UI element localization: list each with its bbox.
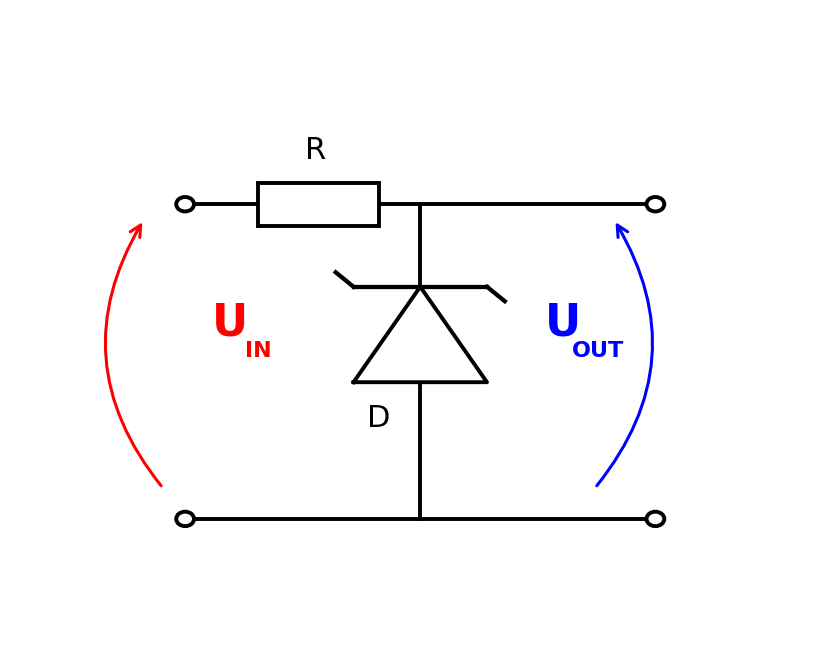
Text: D: D	[367, 404, 390, 433]
Polygon shape	[353, 287, 486, 382]
Text: OUT: OUT	[572, 341, 623, 361]
Text: U: U	[211, 302, 247, 344]
Bar	[258, 182, 378, 226]
Text: U: U	[545, 302, 581, 344]
Text: R: R	[305, 135, 326, 165]
FancyArrowPatch shape	[596, 225, 652, 486]
Text: IN: IN	[245, 341, 271, 361]
FancyArrowPatch shape	[106, 225, 161, 486]
